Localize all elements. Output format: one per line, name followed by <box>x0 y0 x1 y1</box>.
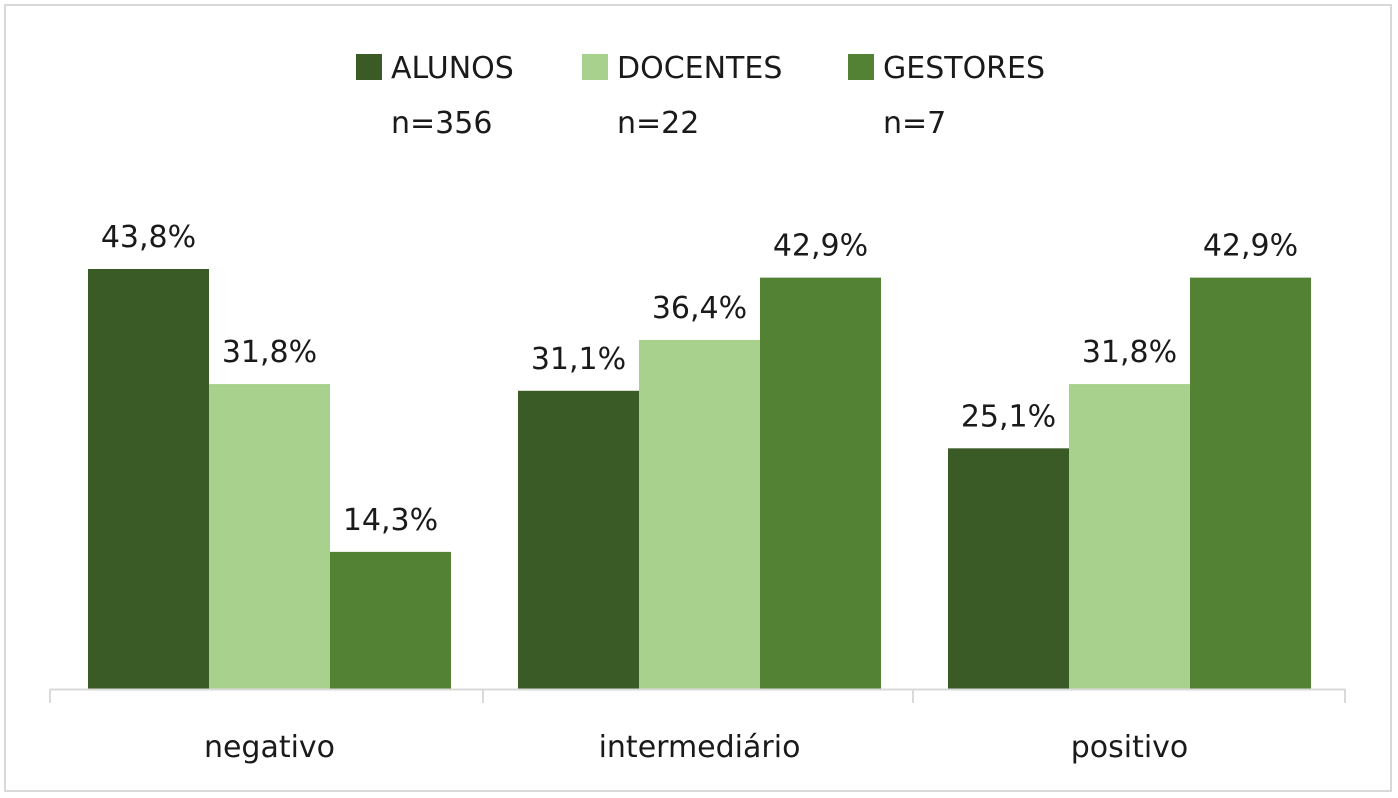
bar-gestores-1 <box>760 277 881 689</box>
data-label-docentes-1: 36,4% <box>652 291 747 326</box>
legend-count-gestores: n=7 <box>883 106 946 141</box>
bar-docentes-1 <box>639 339 760 689</box>
bar-gestores-2 <box>1190 277 1311 689</box>
legend: ALUNOS n=356 DOCENTES n=22 GESTORES n=7 <box>356 51 1045 141</box>
data-label-docentes-2: 31,8% <box>1082 335 1177 370</box>
legend-swatch-gestores <box>848 54 874 80</box>
bar-alunos-0 <box>88 269 209 689</box>
category-label-2: positivo <box>1071 730 1189 765</box>
bar-docentes-0 <box>209 384 330 689</box>
data-labels: 43,8% 31,8% 14,3% 31,1% 36,4% 42,9% 25,1% 31,8%… <box>101 220 1298 538</box>
category-label-1: intermediário <box>599 730 801 765</box>
data-label-alunos-0: 43,8% <box>101 220 196 255</box>
legend-label-gestores: GESTORES <box>883 51 1045 86</box>
x-axis: negativo intermediário positivo <box>49 688 1346 765</box>
bar-alunos-2 <box>948 448 1069 689</box>
data-label-gestores-1: 42,9% <box>773 229 868 264</box>
legend-swatch-alunos <box>356 54 382 80</box>
legend-count-docentes: n=22 <box>617 106 699 141</box>
data-label-gestores-2: 42,9% <box>1203 229 1298 264</box>
category-label-0: negativo <box>204 730 335 765</box>
data-label-alunos-1: 31,1% <box>531 342 626 377</box>
data-label-gestores-0: 14,3% <box>343 503 438 538</box>
bar-alunos-1 <box>518 390 639 689</box>
bar-gestores-0 <box>330 551 451 689</box>
data-label-alunos-2: 25,1% <box>961 399 1056 434</box>
legend-label-docentes: DOCENTES <box>617 51 782 86</box>
legend-label-alunos: ALUNOS <box>391 51 514 86</box>
legend-swatch-docentes <box>582 54 608 80</box>
legend-count-alunos: n=356 <box>391 106 492 141</box>
bars <box>88 269 1311 689</box>
data-label-docentes-0: 31,8% <box>222 335 317 370</box>
bar-docentes-2 <box>1069 384 1190 689</box>
